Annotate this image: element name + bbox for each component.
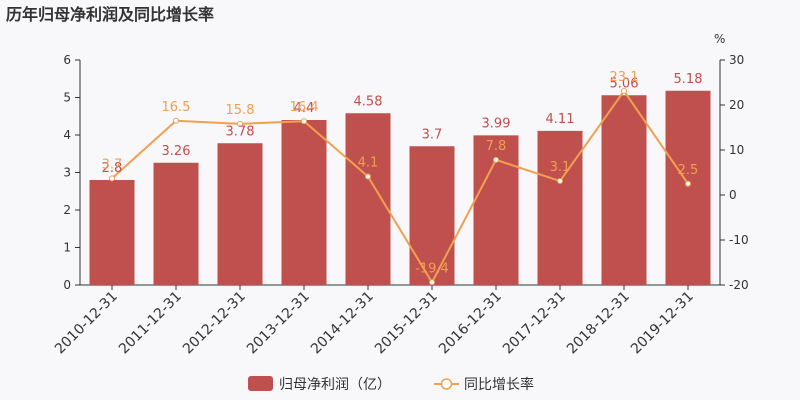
bar-data-label: 3.26	[162, 144, 191, 159]
legend-bar-swatch	[248, 376, 273, 391]
line-data-label: 3.1	[550, 160, 571, 175]
growth-point	[557, 178, 563, 185]
bar	[345, 113, 391, 285]
growth-point	[621, 88, 627, 95]
x-tick-label: 2010-12-31	[52, 289, 121, 358]
line-data-label: 3.7	[102, 157, 123, 172]
y-left-tick-label: 5	[63, 91, 71, 105]
bar-data-label: 5.06	[610, 76, 639, 91]
bar-data-label: 3.78	[226, 124, 255, 139]
y-left-tick-label: 3	[63, 166, 71, 180]
bar	[89, 180, 135, 285]
line-data-label: 15.8	[226, 103, 255, 118]
line-data-label: 2.5	[678, 163, 699, 178]
chart-title: 历年归母净利润及同比增长率	[6, 5, 214, 24]
x-tick-label: 2014-12-31	[308, 289, 377, 358]
growth-point	[493, 156, 499, 163]
y-left-tick-label: 0	[63, 278, 71, 292]
bar-data-label: 5.18	[674, 72, 703, 87]
line-data-label: 16.5	[162, 100, 191, 115]
growth-point	[301, 118, 307, 125]
bar	[281, 120, 327, 285]
bar-data-label: 4.11	[546, 112, 575, 127]
y-right-tick-label: 20	[729, 98, 744, 112]
bar-data-label: 3.7	[422, 127, 443, 142]
x-tick-label: 2015-12-31	[372, 289, 441, 358]
x-tick-label: 2011-12-31	[116, 289, 185, 358]
x-tick-label: 2016-12-31	[436, 289, 505, 358]
y-right-tick-label: -20	[729, 278, 749, 292]
y-left-tick-label: 1	[63, 241, 71, 255]
x-tick-label: 2013-12-31	[244, 289, 313, 358]
line-data-label: 23.1	[610, 70, 639, 85]
legend-line-label: 同比增长率	[464, 376, 534, 393]
x-tick-label: 2012-12-31	[180, 289, 249, 358]
growth-point	[365, 173, 371, 180]
y-right-tick-label: -10	[729, 233, 749, 247]
y-left-tick-label: 6	[63, 53, 71, 67]
line-data-label: 7.8	[486, 139, 507, 154]
legend-bar-label: 归母净利润（亿）	[279, 376, 391, 393]
bar-data-label: 4.4	[294, 101, 315, 116]
growth-point	[109, 175, 115, 182]
bar	[601, 95, 647, 285]
line-data-label: -19.4	[415, 261, 449, 276]
y-right-unit: %	[714, 32, 725, 46]
y-left-tick-label: 4	[63, 128, 71, 142]
bar	[409, 146, 455, 285]
x-tick-label: 2017-12-31	[500, 289, 569, 358]
x-tick-label: 2018-12-31	[564, 289, 633, 358]
x-tick-label: 2019-12-31	[628, 289, 697, 358]
bar	[665, 90, 711, 285]
line-data-label: 16.4	[290, 100, 319, 115]
y-right-tick-label: 10	[729, 143, 744, 157]
bar	[153, 162, 199, 285]
bar-data-label: 3.99	[482, 116, 511, 131]
y-right-tick-label: 0	[729, 188, 737, 202]
y-left-tick-label: 2	[63, 203, 71, 217]
growth-point	[685, 180, 691, 187]
line-data-label: 4.1	[358, 156, 379, 171]
growth-point	[237, 120, 243, 127]
growth-point	[429, 279, 435, 286]
legend-line-marker	[440, 378, 453, 390]
bar	[217, 143, 263, 285]
growth-line	[111, 89, 689, 285]
bar-data-label: 2.8	[102, 161, 123, 176]
growth-point	[173, 117, 179, 124]
bar	[537, 130, 583, 285]
bar-data-label: 4.58	[354, 94, 383, 109]
y-right-tick-label: 30	[729, 53, 744, 67]
